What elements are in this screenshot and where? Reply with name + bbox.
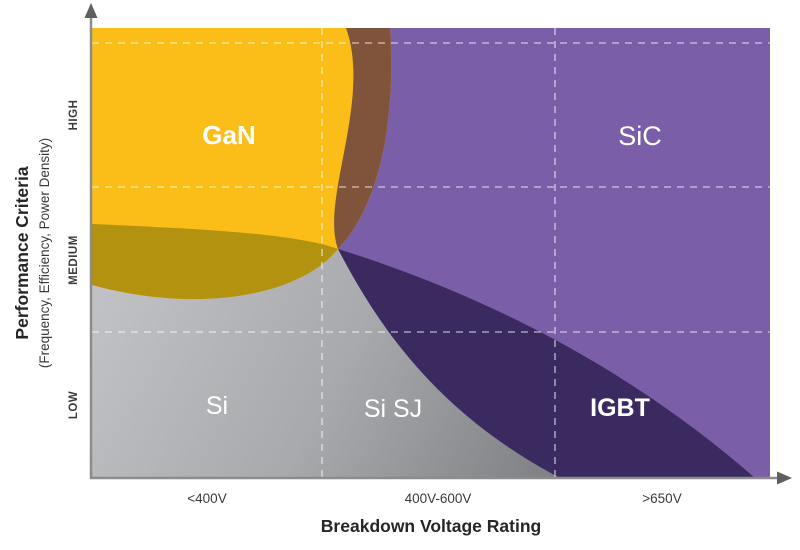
region-label-sisj: Si SJ bbox=[364, 395, 422, 423]
x-axis-arrow-icon bbox=[777, 471, 792, 485]
region-label-gan: GaN bbox=[202, 120, 255, 150]
x-tick-labels: <400V 400V-600V >650V bbox=[187, 491, 681, 506]
region-label-si: Si bbox=[206, 392, 228, 420]
region-group bbox=[92, 28, 770, 478]
region-label-sic: SiC bbox=[618, 121, 662, 151]
y-axis-title: Performance Criteria (Frequency, Efficie… bbox=[12, 138, 52, 368]
y-axis-arrow-icon bbox=[84, 3, 98, 18]
y-tick-medium: MEDIUM bbox=[68, 235, 80, 285]
y-tick-labels: HIGH MEDIUM LOW bbox=[68, 100, 80, 420]
region-gan-sic-overlap bbox=[334, 28, 392, 249]
y-axis-title-main: Performance Criteria bbox=[12, 166, 32, 339]
x-tick-400-600v: 400V-600V bbox=[405, 491, 472, 506]
region-igbt bbox=[338, 249, 755, 478]
x-tick-gt650v: >650V bbox=[642, 491, 681, 506]
region-label-igbt: IGBT bbox=[590, 394, 650, 422]
x-tick-lt400v: <400V bbox=[187, 491, 226, 506]
x-axis-title: Breakdown Voltage Rating bbox=[321, 516, 541, 536]
y-tick-low: LOW bbox=[68, 391, 80, 419]
y-axis-title-sub: (Frequency, Efficiency, Power Density) bbox=[37, 138, 52, 368]
region-labels: GaN SiC Si Si SJ IGBT bbox=[202, 120, 661, 423]
gridlines bbox=[92, 28, 770, 478]
region-gan-si-overlap bbox=[92, 224, 338, 300]
axes bbox=[84, 3, 792, 485]
y-tick-high: HIGH bbox=[68, 100, 80, 131]
